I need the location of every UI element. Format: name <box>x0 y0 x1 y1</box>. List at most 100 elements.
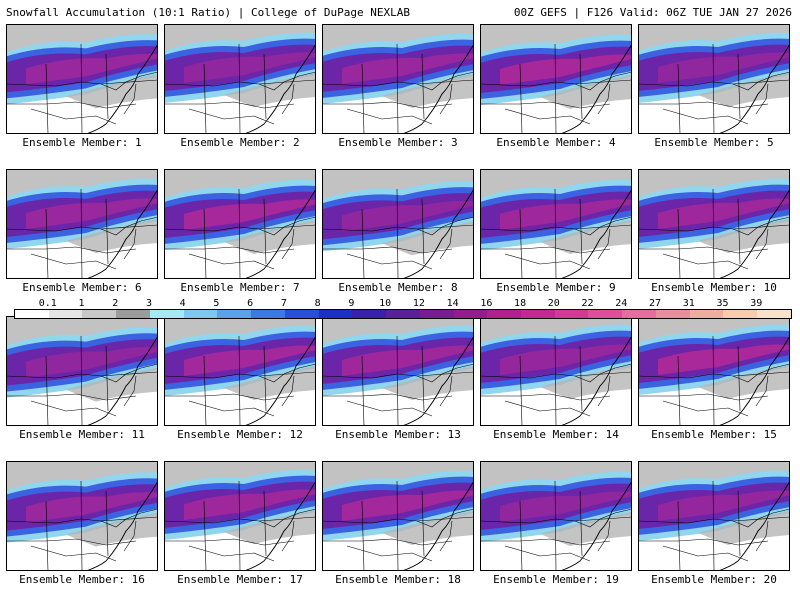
colorbar-label: 31 <box>682 298 695 309</box>
colorbar-label: 7 <box>280 298 287 309</box>
member-label: Ensemble Member: 1 <box>22 136 142 149</box>
panel-row: Ensemble Member: 16 Ensemble Member: 17 En… <box>6 461 794 591</box>
colorbar-swatch <box>521 310 555 318</box>
snowfall-map <box>164 461 316 571</box>
panel-row: Ensemble Member: 1 Ensemble Member: 2 Ense… <box>6 24 794 154</box>
colorbar-swatch <box>689 310 724 318</box>
colorbar-swatch <box>554 310 589 318</box>
snowfall-map <box>480 24 632 134</box>
colorbar-label: 35 <box>716 298 729 309</box>
colorbar-label: 27 <box>649 298 662 309</box>
snowfall-map <box>6 316 158 426</box>
snowfall-map <box>638 316 790 426</box>
colorbar-label: 24 <box>615 298 628 309</box>
colorbar-swatch <box>386 310 420 318</box>
colorbar-swatch <box>15 310 49 318</box>
ensemble-panel: Ensemble Member: 9 <box>480 169 632 299</box>
ensemble-panel: Ensemble Member: 14 <box>480 316 632 446</box>
ensemble-panel: Ensemble Member: 12 <box>164 316 316 446</box>
ensemble-panel: Ensemble Member: 20 <box>638 461 790 591</box>
colorbar-swatch <box>217 310 252 318</box>
ensemble-panel: Ensemble Member: 19 <box>480 461 632 591</box>
colorbar-label: 22 <box>581 298 594 309</box>
member-label: Ensemble Member: 8 <box>338 281 458 294</box>
member-label: Ensemble Member: 20 <box>651 573 777 586</box>
colorbar-swatch <box>723 310 758 318</box>
colorbar-label: 14 <box>446 298 459 309</box>
member-label: Ensemble Member: 14 <box>493 428 619 441</box>
snowfall-map <box>322 169 474 279</box>
colorbar-label: 16 <box>480 298 493 309</box>
colorbar-label: 5 <box>213 298 220 309</box>
header: Snowfall Accumulation (10:1 Ratio) | Col… <box>0 0 800 24</box>
ensemble-panel: Ensemble Member: 15 <box>638 316 790 446</box>
product-title: Snowfall Accumulation (10:1 Ratio) | Col… <box>6 6 410 19</box>
colorbar-swatch <box>655 310 690 318</box>
snowfall-map <box>164 316 316 426</box>
colorbar-swatch <box>419 310 454 318</box>
member-label: Ensemble Member: 18 <box>335 573 461 586</box>
colorbar-label: 9 <box>348 298 355 309</box>
colorbar-swatch <box>487 310 522 318</box>
snowfall-map <box>638 461 790 571</box>
snowfall-colorbar: 0.1 1 2 3 4 5 6 7 8 9 10 12 14 16 18 20 22 24 27 31 35 39 <box>6 298 794 319</box>
member-label: Ensemble Member: 7 <box>180 281 300 294</box>
snowfall-map <box>164 24 316 134</box>
colorbar-label: 2 <box>112 298 119 309</box>
snowfall-map <box>6 461 158 571</box>
ensemble-panel: Ensemble Member: 11 <box>6 316 158 446</box>
ensemble-panel: Ensemble Member: 18 <box>322 461 474 591</box>
colorbar-swatch <box>318 310 353 318</box>
ensemble-panel: Ensemble Member: 3 <box>322 24 474 154</box>
snowfall-map <box>6 169 158 279</box>
ensemble-panel: Ensemble Member: 5 <box>638 24 790 154</box>
snowfall-map <box>480 316 632 426</box>
ensemble-panel: Ensemble Member: 13 <box>322 316 474 446</box>
snowfall-map <box>638 24 790 134</box>
member-label: Ensemble Member: 3 <box>338 136 458 149</box>
colorbar-label: 39 <box>750 298 763 309</box>
colorbar-label: 8 <box>314 298 321 309</box>
ensemble-panel: Ensemble Member: 2 <box>164 24 316 154</box>
panel-row: Ensemble Member: 6 Ensemble Member: 7 Ense… <box>6 169 794 299</box>
colorbar-swatch <box>183 310 218 318</box>
member-label: Ensemble Member: 13 <box>335 428 461 441</box>
snowfall-map <box>480 461 632 571</box>
member-label: Ensemble Member: 11 <box>19 428 145 441</box>
ensemble-panel: Ensemble Member: 16 <box>6 461 158 591</box>
member-label: Ensemble Member: 17 <box>177 573 303 586</box>
colorbar-swatch <box>284 310 319 318</box>
colorbar-label: 6 <box>247 298 254 309</box>
colorbar-swatch <box>622 310 656 318</box>
snowfall-map <box>322 461 474 571</box>
colorbar-label: 0.1 <box>38 298 57 309</box>
valid-time: 00Z GEFS | F126 Valid: 06Z TUE JAN 27 20… <box>513 6 792 19</box>
snowfall-map <box>322 316 474 426</box>
snowfall-map <box>638 169 790 279</box>
colorbar-labels: 0.1 1 2 3 4 5 6 7 8 9 10 12 14 16 18 20 22 24 27 31 35 39 <box>6 298 794 309</box>
colorbar-swatch <box>588 310 623 318</box>
snowfall-map <box>6 24 158 134</box>
colorbar-swatches <box>14 309 792 319</box>
colorbar-label: 18 <box>514 298 527 309</box>
ensemble-panel: Ensemble Member: 7 <box>164 169 316 299</box>
ensemble-panel: Ensemble Member: 4 <box>480 24 632 154</box>
colorbar-swatch <box>453 310 488 318</box>
snowfall-map <box>164 169 316 279</box>
ensemble-panel: Ensemble Member: 8 <box>322 169 474 299</box>
ensemble-panel: Ensemble Member: 6 <box>6 169 158 299</box>
ensemble-panel: Ensemble Member: 17 <box>164 461 316 591</box>
colorbar-label: 4 <box>179 298 186 309</box>
colorbar-swatch <box>251 310 285 318</box>
snowfall-map <box>322 24 474 134</box>
colorbar-swatch <box>116 310 150 318</box>
member-label: Ensemble Member: 2 <box>180 136 300 149</box>
snowfall-map <box>480 169 632 279</box>
member-label: Ensemble Member: 15 <box>651 428 777 441</box>
member-label: Ensemble Member: 12 <box>177 428 303 441</box>
member-label: Ensemble Member: 6 <box>22 281 142 294</box>
member-label: Ensemble Member: 4 <box>496 136 616 149</box>
colorbar-label: 3 <box>145 298 152 309</box>
ensemble-panel: Ensemble Member: 1 <box>6 24 158 154</box>
member-label: Ensemble Member: 9 <box>496 281 616 294</box>
